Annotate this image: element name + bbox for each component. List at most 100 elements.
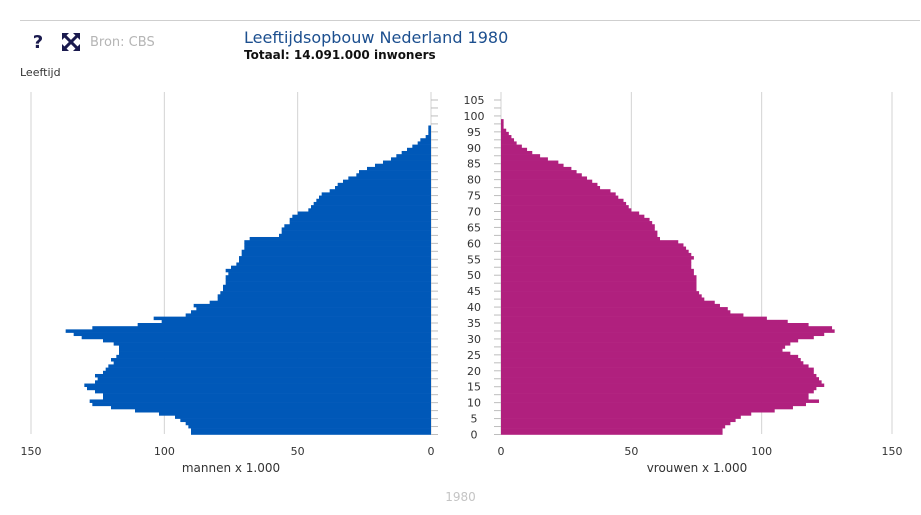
bar-men (420, 138, 431, 142)
bar-men (428, 125, 431, 129)
age-tick-label: 35 (467, 317, 481, 330)
bar-women (501, 310, 731, 314)
bar-women (501, 373, 817, 378)
age-tick-label: 95 (467, 126, 481, 139)
bar-men (175, 415, 431, 419)
age-tick-label: 40 (467, 301, 481, 314)
bar-women (501, 150, 533, 155)
age-tick-label: 25 (467, 349, 481, 362)
bar-women (501, 405, 793, 410)
bar-men (103, 393, 431, 397)
bar-women (501, 141, 517, 145)
bar-men (119, 348, 431, 352)
bar-women (501, 233, 658, 238)
bar-men (289, 217, 431, 222)
bar-women (501, 163, 564, 168)
bar-men (191, 428, 431, 432)
bar-men (105, 367, 432, 372)
bar-women (501, 338, 799, 343)
bar-men (236, 262, 431, 266)
bar-men (311, 205, 431, 209)
bar-men (191, 431, 431, 435)
bar-men (92, 402, 431, 407)
bar-women (501, 399, 820, 403)
bar-women (501, 211, 640, 215)
x-tick-label-women: 50 (624, 445, 638, 458)
bar-women (501, 370, 814, 375)
bar-men (231, 265, 431, 270)
bar-women (501, 300, 715, 305)
bar-men (209, 300, 431, 305)
bar-women (501, 135, 512, 139)
bar-men (223, 284, 431, 289)
y-axis-title: Leeftijd (20, 66, 61, 79)
population-pyramid-chart: 0 5 10 15 20 25 30 35 40 45 50 55 60 65 70 75 80 85 90 95 10… (21, 92, 903, 475)
bar-women (501, 424, 726, 429)
bar-men (319, 195, 431, 200)
bar-women (501, 380, 822, 384)
bar-men (137, 323, 431, 327)
bar-women (501, 214, 645, 219)
bar-men (217, 294, 431, 298)
bar-men (396, 154, 431, 158)
expand-button[interactable] (59, 30, 83, 54)
bar-women (501, 402, 806, 407)
bar-women (501, 377, 820, 381)
bar-women (501, 332, 825, 337)
bar-men (383, 160, 431, 165)
bar-women (501, 240, 679, 244)
bar-women (501, 342, 791, 346)
bar-men (119, 345, 431, 349)
bar-women (501, 354, 799, 359)
bar-women (501, 431, 723, 435)
bar-women (501, 186, 601, 190)
bar-men (119, 351, 431, 356)
bar-men (108, 364, 431, 368)
bar-women (501, 319, 788, 324)
bar-women (501, 329, 835, 333)
bar-men (95, 389, 431, 394)
bar-women (501, 243, 684, 247)
age-tick-label: 30 (467, 333, 481, 346)
bar-men (412, 144, 431, 149)
bar-men (196, 307, 431, 311)
bar-women (501, 409, 775, 413)
bar-men (321, 192, 431, 196)
bar-women (501, 367, 814, 372)
help-button[interactable]: ? (26, 30, 50, 54)
x-tick-label-men: 50 (291, 445, 305, 458)
bar-women (501, 275, 697, 279)
bar-men (103, 396, 431, 400)
age-tick-label: 55 (467, 253, 481, 266)
bar-men (191, 310, 431, 314)
age-tick-label: 75 (467, 190, 481, 203)
x-tick-label-men: 150 (21, 445, 42, 458)
bar-men (73, 332, 432, 337)
bar-women (501, 131, 509, 136)
bar-women (501, 119, 504, 123)
bar-women (501, 284, 697, 289)
bar-women (501, 389, 814, 394)
bar-men (401, 150, 431, 155)
help-icon: ? (32, 31, 44, 53)
bar-women (501, 138, 515, 142)
bar-men (239, 256, 431, 260)
bar-women (501, 415, 741, 419)
bar-women (501, 396, 809, 400)
bar-men (95, 380, 431, 384)
bar-women (501, 195, 619, 200)
bar-men (244, 246, 431, 251)
bar-men (249, 236, 431, 241)
age-tick-label: 20 (467, 365, 481, 378)
age-tick-label: 85 (467, 158, 481, 171)
age-tick-label: 70 (467, 206, 481, 219)
bar-men (391, 157, 431, 161)
bar-women (501, 166, 572, 171)
bar-men (308, 208, 431, 212)
bar-women (501, 227, 655, 231)
bar-women (501, 303, 720, 308)
age-tick-label: 65 (467, 221, 481, 234)
bar-men (297, 211, 431, 215)
age-tick-label: 90 (467, 142, 481, 155)
age-tick-label: 100 (464, 110, 485, 123)
